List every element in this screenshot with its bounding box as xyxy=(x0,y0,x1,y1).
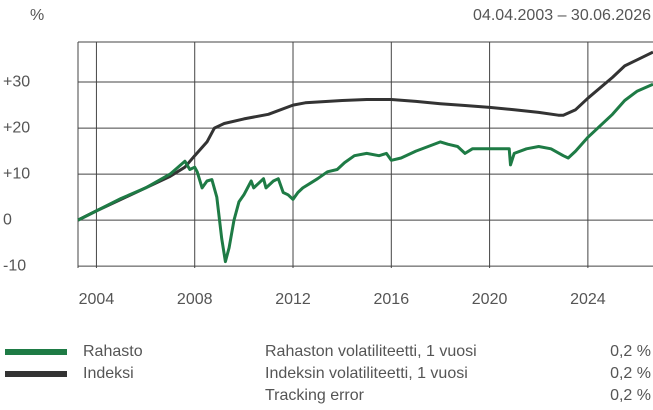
x-tick-label: 2020 xyxy=(472,291,508,308)
legend-label: Indeksi xyxy=(83,365,134,382)
y-tick-label: +20 xyxy=(3,119,30,136)
y-tick-label: +10 xyxy=(3,165,30,182)
y-tick-label: +30 xyxy=(3,73,30,90)
legend-label: Rahasto xyxy=(83,343,143,360)
x-tick-label: 2012 xyxy=(275,291,311,308)
x-tick-label: 2004 xyxy=(79,291,115,308)
stat-value: 0,2 % xyxy=(610,365,651,382)
x-tick-label: 2016 xyxy=(374,291,410,308)
stat-label: Tracking error xyxy=(265,387,365,404)
y-tick-label: -10 xyxy=(3,257,26,274)
stat-label: Indeksin volatiliteetti, 1 vuosi xyxy=(265,365,468,382)
stat-label: Rahaston volatiliteetti, 1 vuosi xyxy=(265,343,477,360)
stat-value: 0,2 % xyxy=(610,387,651,404)
series-line xyxy=(77,82,653,264)
date-range: 04.04.2003 – 30.06.2026 xyxy=(473,7,651,24)
unit-label: % xyxy=(30,7,44,24)
stat-value: 0,2 % xyxy=(610,343,651,360)
series-line xyxy=(77,50,653,222)
x-tick-label: 2008 xyxy=(177,291,213,308)
x-tick-label: 2024 xyxy=(570,291,606,308)
y-tick-label: 0 xyxy=(3,211,12,228)
